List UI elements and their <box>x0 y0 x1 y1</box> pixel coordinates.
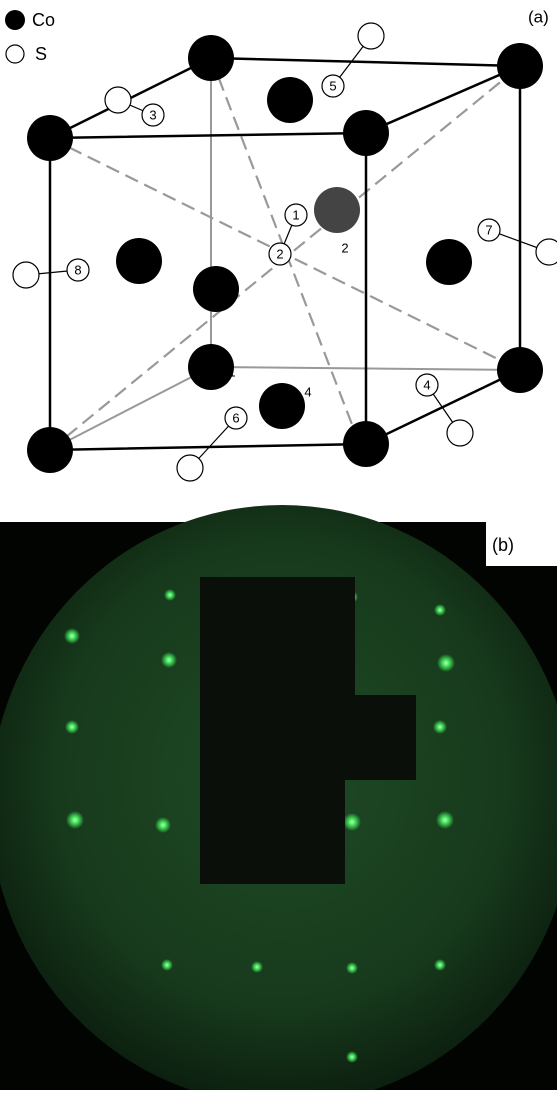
co-label: 2 <box>341 240 348 255</box>
panel-label: (b) <box>492 535 514 555</box>
s-label: 2 <box>276 246 283 261</box>
co-label: 3 <box>149 259 156 274</box>
panel-b: (b) <box>0 505 557 1090</box>
co-label: 4 <box>304 384 311 399</box>
s-label: 6 <box>232 410 239 425</box>
s-label: 3 <box>149 107 156 122</box>
legend-s: S <box>35 44 47 64</box>
co-label: 1 <box>228 364 235 379</box>
panel-label: (a) <box>528 7 549 26</box>
legend-co: Co <box>32 10 55 30</box>
panel-a: Co S (a) <box>5 7 557 481</box>
figure: Co S (a) <box>0 0 557 1090</box>
s-label: 4 <box>423 377 430 392</box>
legend-co-marker <box>5 10 25 30</box>
s-label: 5 <box>329 78 336 93</box>
s-label: 8 <box>74 262 81 277</box>
legend-s-marker <box>6 45 24 63</box>
s-label: 1 <box>292 207 299 222</box>
s-label: 7 <box>485 222 492 237</box>
page: Co S (a) <box>0 0 557 1090</box>
co-labels: 1 2 3 4 <box>149 240 348 399</box>
